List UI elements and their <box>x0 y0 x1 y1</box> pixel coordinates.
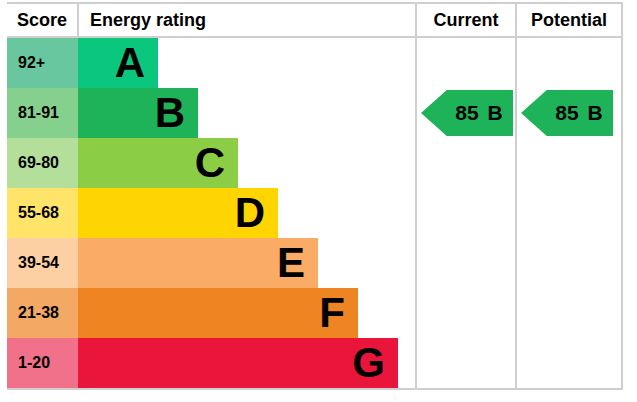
band-row-b: 81-91 B <box>7 88 416 138</box>
band-score-range: 21-38 <box>7 288 78 338</box>
current-column-header: Current <box>417 4 515 36</box>
band-rows: 92+ A 81-91 B 69-80 C 55-68 D 39-54 E 21-38 F 1-20 G <box>7 38 416 388</box>
potential-rating-band: B <box>588 101 603 125</box>
band-letter: F <box>319 289 345 336</box>
table-right-border <box>621 2 623 390</box>
band-score-range: 69-80 <box>7 138 78 188</box>
band-row-a: 92+ A <box>7 38 416 88</box>
band-row-f: 21-38 F <box>7 288 416 338</box>
score-column-header: Score <box>7 4 77 36</box>
current-rating-band: B <box>488 101 503 125</box>
band-bar-c: C <box>78 138 238 188</box>
score-header-divider <box>77 4 79 36</box>
potential-column-left-border <box>515 2 517 390</box>
current-rating-score: 85 <box>455 101 478 125</box>
band-score-range: 92+ <box>7 38 78 88</box>
table-bottom-border <box>7 388 623 390</box>
band-letter: G <box>352 339 385 386</box>
band-letter: D <box>235 189 265 236</box>
current-rating-arrow: 85 B <box>421 90 513 136</box>
band-bar-e: E <box>78 238 318 288</box>
band-score-range: 81-91 <box>7 88 78 138</box>
band-letter: B <box>155 89 185 136</box>
band-row-d: 55-68 D <box>7 188 416 238</box>
band-row-e: 39-54 E <box>7 238 416 288</box>
band-score-range: 1-20 <box>7 338 78 388</box>
band-bar-d: D <box>78 188 278 238</box>
energy-rating-column-header: Energy rating <box>90 4 206 36</box>
band-score-range: 39-54 <box>7 238 78 288</box>
band-bar-g: G <box>78 338 398 388</box>
band-bar-f: F <box>78 288 358 338</box>
potential-rating-score: 85 <box>555 101 578 125</box>
band-bar-a: A <box>78 38 158 88</box>
potential-rating-arrow: 85 B <box>521 90 613 136</box>
current-column-left-border <box>415 2 417 390</box>
band-row-g: 1-20 G <box>7 338 416 388</box>
band-row-c: 69-80 C <box>7 138 416 188</box>
band-letter: C <box>195 139 225 186</box>
band-score-range: 55-68 <box>7 188 78 238</box>
band-letter: A <box>115 39 145 86</box>
band-bar-b: B <box>78 88 198 138</box>
potential-column-header: Potential <box>517 4 621 36</box>
epc-energy-rating-chart: Score Energy rating Current Potential 92… <box>0 0 637 402</box>
band-letter: E <box>277 239 305 286</box>
